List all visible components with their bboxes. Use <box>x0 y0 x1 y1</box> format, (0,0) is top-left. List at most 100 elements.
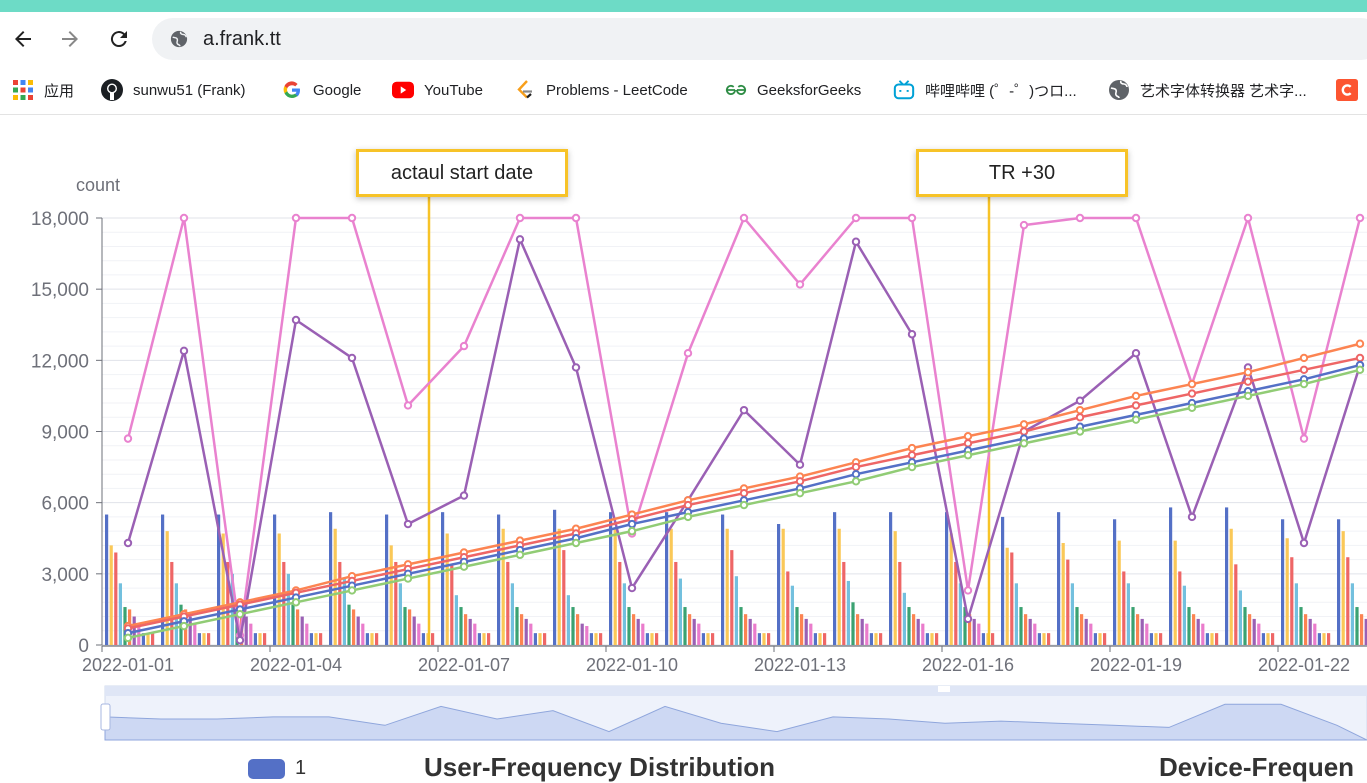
bookmark-geeksforgeeks[interactable]: GeeksforGeeks <box>725 78 861 102</box>
bar <box>1010 552 1014 645</box>
series-point <box>1355 339 1365 348</box>
bar <box>813 633 817 645</box>
address-bar-url[interactable]: a.frank.tt <box>203 28 281 50</box>
series-point <box>1299 365 1309 375</box>
bar <box>846 580 850 645</box>
device-frequency-title: Device-Frequen <box>1159 752 1355 782</box>
series-point <box>851 477 861 486</box>
github-icon <box>101 79 123 101</box>
series-point <box>1131 391 1141 401</box>
bookmark-label: YouTube <box>424 81 483 99</box>
bookmark-youtube[interactable]: YouTube <box>392 78 483 102</box>
bookmark-c-app[interactable] <box>1336 78 1367 102</box>
series-point <box>1299 538 1309 548</box>
bar <box>291 604 295 645</box>
bar <box>1364 618 1367 645</box>
bookmark-google[interactable]: Google <box>281 78 361 102</box>
bar <box>1196 618 1200 645</box>
bar <box>753 623 757 645</box>
x-tick-label: 2022-01-16 <box>922 655 1014 675</box>
series-point <box>795 488 805 498</box>
series-point <box>907 443 917 453</box>
series-point <box>1355 353 1365 363</box>
reload-button[interactable] <box>104 24 134 54</box>
bar <box>282 561 286 645</box>
series-point <box>515 235 525 244</box>
legend-item[interactable]: 1 <box>248 757 306 780</box>
bar <box>352 609 356 645</box>
bar <box>226 561 230 645</box>
bookmark-leetcode[interactable]: Problems - LeetCode <box>514 78 688 102</box>
bar <box>622 583 626 645</box>
legend-swatch <box>248 758 285 779</box>
series-point <box>1131 401 1141 410</box>
bookmark-art-font[interactable]: 艺术字体转换器 艺术字... <box>1108 78 1307 102</box>
back-button[interactable] <box>8 24 38 54</box>
arrow-left-icon <box>15 31 31 47</box>
bar <box>296 609 300 645</box>
leetcode-icon <box>514 79 536 101</box>
bar <box>365 633 369 645</box>
browser-top-strip <box>0 0 1367 12</box>
bookmark-github[interactable]: sunwu51 (Frank) <box>101 78 246 102</box>
bar <box>221 533 225 645</box>
bar <box>421 633 425 645</box>
bar <box>856 614 860 645</box>
bar <box>1080 614 1084 645</box>
user-frequency-title: User-Frequency Distribution <box>424 752 776 782</box>
bar <box>1019 607 1023 645</box>
series-point <box>1019 420 1029 429</box>
bar <box>683 607 687 645</box>
site-info-icon[interactable] <box>170 30 188 48</box>
bar <box>1317 633 1321 645</box>
series-point <box>627 526 637 536</box>
bar <box>1187 607 1191 645</box>
bar <box>1028 618 1032 645</box>
globe-icon <box>1108 79 1130 101</box>
annotation-tr30-label: TR +30 <box>988 161 1056 184</box>
bar <box>342 578 346 645</box>
series-point <box>963 432 973 441</box>
datazoom-bar <box>105 686 1367 696</box>
series-point <box>571 213 581 223</box>
bar <box>851 602 855 645</box>
bar <box>1126 583 1130 645</box>
bar <box>1061 542 1065 645</box>
bar <box>1261 633 1265 645</box>
bookmark-label: 哔哩哔哩 (゜-゜)つロ... <box>925 82 1077 100</box>
bar <box>734 576 738 645</box>
bookmark-bilibili[interactable]: 哔哩哔哩 (゜-゜)つロ... <box>893 78 1077 102</box>
bar <box>1117 540 1121 645</box>
bookmark-apps[interactable]: 应用 <box>12 78 74 102</box>
bar <box>777 524 781 645</box>
forward-button[interactable] <box>55 24 85 54</box>
bar <box>1178 571 1182 645</box>
x-tick-label: 2022-01-07 <box>418 655 510 675</box>
bar <box>609 512 613 645</box>
bar <box>109 545 113 645</box>
address-bar[interactable]: a.frank.tt <box>152 18 1367 60</box>
bar <box>767 633 771 645</box>
bar <box>1205 633 1209 645</box>
bar <box>786 571 790 645</box>
series-point <box>1355 365 1365 375</box>
bar <box>725 528 729 645</box>
bar <box>1313 623 1317 645</box>
bar <box>804 618 808 645</box>
bar <box>1299 607 1303 645</box>
series-point <box>515 550 525 560</box>
bar <box>809 623 813 645</box>
bar <box>645 633 649 645</box>
bar <box>141 633 145 645</box>
bar <box>533 633 537 645</box>
bar <box>370 633 374 645</box>
bar <box>417 623 421 645</box>
datazoom-handle <box>100 703 111 731</box>
series-point <box>1299 434 1309 443</box>
c-app-icon <box>1336 79 1358 101</box>
series-point <box>291 315 301 325</box>
bar <box>170 561 174 645</box>
bar <box>506 561 510 645</box>
series-point <box>963 586 973 595</box>
bar <box>408 609 412 645</box>
